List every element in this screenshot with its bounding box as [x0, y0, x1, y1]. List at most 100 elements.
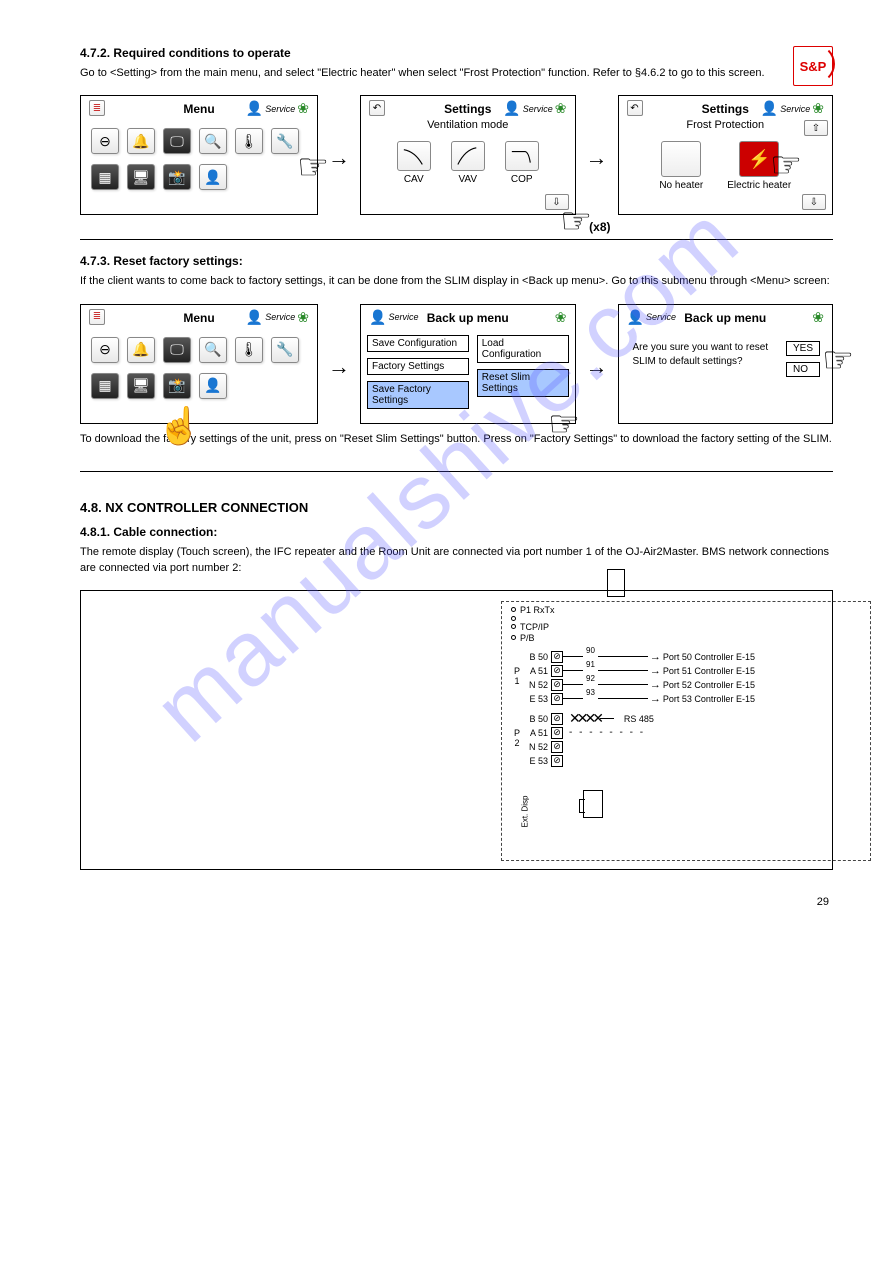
mode-option-cop[interactable]: COP	[505, 141, 539, 185]
menu-icon-search[interactable]: 🔍	[199, 128, 227, 154]
load-config-button[interactable]: Load Configuration	[477, 335, 569, 363]
menu-icon-alarm[interactable]: 🔔	[127, 128, 155, 154]
panel-menu-2: ≣ Menu 👤 Service ❀ ⊖ 🔔 🖵 🔍 🌡 🔧 ▦ 🖥 📸	[80, 304, 318, 424]
confirm-yes-button[interactable]: YES	[786, 341, 820, 356]
flow-arrow-icon: →	[328, 145, 350, 171]
back-icon[interactable]: ↶	[369, 100, 385, 116]
menu-icon-display[interactable]: 🖵	[163, 337, 191, 363]
port-text: Port 53 Controller E-15	[663, 694, 755, 704]
reset-slim-settings-button[interactable]: Reset Slim Settings	[477, 369, 569, 397]
menu-icon-user[interactable]: 👤	[199, 164, 227, 190]
arrow-icon: →	[650, 651, 661, 663]
menu-icon-1[interactable]: ⊖	[91, 128, 119, 154]
mode-label: VAV	[458, 174, 477, 185]
panel-backup-title: Back up menu	[427, 311, 509, 325]
back-icon[interactable]: ↶	[627, 100, 643, 116]
led-label: P/B	[520, 633, 535, 643]
brand-logo-arc	[795, 44, 835, 84]
terminal-screw-icon: ⊘	[551, 679, 563, 691]
menu-icon-display[interactable]: 🖵	[163, 128, 191, 154]
menu-icon-backup[interactable]: 📸	[163, 373, 191, 399]
menu-icon-monitor[interactable]: 🖥	[127, 373, 155, 399]
page-number: 29	[80, 896, 829, 908]
menu-icon-sensor[interactable]: 🌡	[235, 337, 263, 363]
wire	[563, 698, 583, 699]
terminal-pin-label: A 51	[525, 728, 551, 738]
panel-frost-title: Settings	[702, 102, 749, 116]
panel-backup-menu: 👤 Service Back up menu ❀ Save Configurat…	[360, 304, 576, 424]
wire	[598, 684, 648, 685]
service-label: Service	[523, 104, 553, 114]
panel-menu: ≣ Menu 👤 Service ❀ ⊖ 🔔 🖵 🔍 🌡 🔧 ▦ 🖥	[80, 95, 318, 215]
menu-icon-search[interactable]: 🔍	[199, 337, 227, 363]
section-4-8-1-body: The remote display (Touch screen), the I…	[80, 545, 833, 576]
menu-icon-backup[interactable]: 📸	[163, 164, 191, 190]
service-label: Service	[265, 104, 295, 114]
confirm-no-button[interactable]: NO	[786, 362, 820, 377]
terminal-row: B 50 ⊘ 90 → Port 50 Controller E-15	[525, 650, 755, 664]
service-label: Service	[388, 312, 418, 322]
terminal-screw-icon: ⊘	[551, 693, 563, 705]
wire-number: 90	[586, 646, 595, 655]
terminal-pin-label: B 50	[525, 652, 551, 662]
wire-number: 91	[586, 660, 595, 669]
terminal-screw-icon: ⊘	[551, 665, 563, 677]
section-4-7-2-heading: 4.7.2. Required conditions to operate	[80, 46, 833, 60]
menu-icon-settings[interactable]: 🔧	[271, 337, 299, 363]
page-up-button[interactable]: ⇧	[804, 120, 828, 136]
terminal-row: E 53 ⊘	[525, 754, 654, 768]
terminal-pin-label: E 53	[525, 756, 551, 766]
terminal-row: N 52 ⊘ 92 → Port 52 Controller E-15	[525, 678, 755, 692]
port-group-num: 2	[514, 738, 519, 748]
flow-arrow-icon: →	[586, 145, 608, 171]
dashed-wire: - - - - - - - -	[569, 727, 645, 738]
menu-icon-alarm[interactable]: 🔔	[127, 337, 155, 363]
leaf-icon: ❀	[297, 100, 309, 117]
service-label: Service	[265, 312, 295, 322]
wire-number: 92	[586, 674, 595, 683]
terminal-pin-label: A 51	[525, 666, 551, 676]
user-icon: 👤	[369, 309, 386, 326]
menu-icon-schedule[interactable]: ▦	[91, 373, 119, 399]
ext-disp-label: Ext. Disp	[521, 796, 530, 828]
menu-icon-sensor[interactable]: 🌡	[235, 128, 263, 154]
mode-option-cav[interactable]: CAV	[397, 141, 431, 185]
section-4-7-2-body: Go to <Setting> from the main menu, and …	[80, 66, 833, 81]
bus-label: RS 485	[624, 714, 654, 724]
terminal-pin-label: E 53	[525, 694, 551, 704]
page-down-button[interactable]: ⇩	[802, 194, 826, 210]
frost-option-electric[interactable]: ⚡ Electric heater	[727, 141, 791, 191]
leaf-icon: ❀	[555, 100, 567, 117]
page-down-button[interactable]: ⇩	[545, 194, 569, 210]
section-4-8-heading: 4.8. NX CONTROLLER CONNECTION	[80, 500, 833, 515]
menu-icon-user[interactable]: 👤	[199, 373, 227, 399]
port-group-label: P	[514, 666, 520, 676]
wire	[563, 656, 583, 657]
menu-icon-settings[interactable]: 🔧	[271, 128, 299, 154]
service-label: Service	[646, 312, 676, 322]
user-icon: 👤	[246, 100, 263, 117]
frost-option-none[interactable]: No heater	[659, 141, 703, 191]
terminal-row: N 52 ⊘	[525, 740, 654, 754]
confirm-text: Are you sure you want to reset SLIM to d…	[633, 341, 778, 369]
terminal-row: B 50 ⊘✕✕✕✕ RS 485	[525, 712, 654, 726]
led-label: TCP/IP	[520, 622, 549, 632]
menu-icon-schedule[interactable]: ▦	[91, 164, 119, 190]
panel-menu-title: Menu	[183, 102, 214, 116]
mode-option-vav[interactable]: VAV	[451, 141, 485, 185]
panel-settings-frost: ↶ Settings 👤 Service ❀ Frost Protection …	[618, 95, 834, 215]
mode-label: COP	[511, 174, 533, 185]
menu-icon-monitor[interactable]: 🖥	[127, 164, 155, 190]
save-config-button[interactable]: Save Configuration	[367, 335, 469, 352]
divider	[80, 471, 833, 472]
user-icon: 👤	[761, 100, 778, 117]
panel-confirm-title: Back up menu	[684, 311, 766, 325]
panel-settings-ventilation: ↶ Settings 👤 Service ❀ Ventilation mode …	[360, 95, 576, 215]
save-factory-settings-button[interactable]: Save Factory Settings	[367, 381, 469, 409]
terminal-row: A 51 ⊘ 91 → Port 51 Controller E-15	[525, 664, 755, 678]
factory-settings-button[interactable]: Factory Settings	[367, 358, 469, 375]
terminal-screw-icon: ⊘	[551, 741, 563, 753]
wire	[598, 698, 648, 699]
menu-icon-1[interactable]: ⊖	[91, 337, 119, 363]
section-4-7-3-body: If the client wants to come back to fact…	[80, 274, 833, 289]
